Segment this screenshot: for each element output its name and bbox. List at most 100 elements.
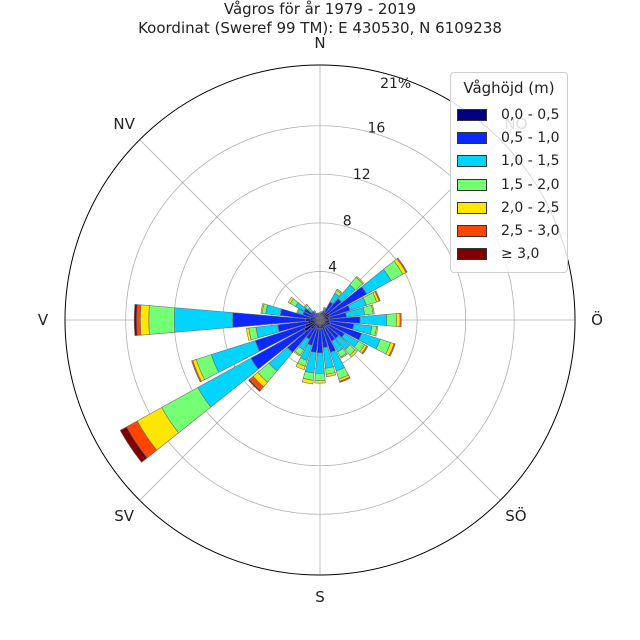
bar-segment (340, 352, 348, 359)
legend-item: 0,5 - 1,0 (457, 126, 561, 149)
bar-segment (293, 350, 302, 357)
legend-swatch (457, 178, 487, 191)
bar-segment (374, 290, 381, 302)
bar-segment (349, 349, 358, 358)
bar-segment (339, 376, 351, 383)
legend-label: ≥ 3,0 (501, 246, 540, 263)
bar-segment (359, 314, 388, 326)
bar-segment (296, 308, 300, 314)
legend: Våghöjd (m) 0,0 - 0,5 0,5 - 1,0 1,0 - 1,5 1… (450, 72, 568, 274)
legend-label: 0,0 - 0,5 (501, 106, 560, 123)
legend-label: 1,5 - 2,0 (501, 176, 560, 193)
sector-90 (319, 312, 402, 328)
sector-247.5 (191, 319, 321, 383)
direction-label: V (38, 311, 49, 329)
legend-swatch (457, 248, 487, 261)
bar-segment (173, 307, 234, 333)
bar-segment (314, 372, 326, 382)
legend-item: 1,0 - 1,5 (457, 150, 561, 173)
radial-tick-label: 8 (343, 213, 352, 229)
radial-tick-label: 12 (353, 167, 371, 183)
bar-segment (388, 343, 396, 357)
wave-rose-bars (119, 257, 408, 463)
direction-label: Ö (591, 310, 603, 329)
radial-tick-label: 16 (368, 121, 386, 137)
sector-123.75 (319, 319, 369, 355)
legend-item: 2,0 - 2,5 (457, 196, 561, 219)
bar-segment (295, 362, 306, 371)
sector-45 (319, 275, 365, 321)
sector-236.25 (119, 319, 321, 463)
bar-segment (386, 313, 397, 327)
bar-segment (133, 304, 138, 336)
bar-segment (336, 288, 343, 294)
legend-label: 2,0 - 2,5 (501, 199, 560, 216)
legend-item: ≥ 3,0 (457, 243, 561, 266)
grid-spoke (139, 139, 321, 321)
legend-swatch (457, 155, 487, 168)
sector-180 (314, 319, 326, 384)
bar-segment (355, 275, 365, 285)
bar-segment (315, 352, 325, 374)
legend-item: 1,5 - 2,0 (457, 173, 561, 196)
bar-segment (317, 312, 320, 315)
legend-title: Våghöjd (m) (463, 79, 555, 97)
sector-258.75 (246, 319, 321, 341)
bar-segment (395, 312, 401, 328)
sector-56.25 (319, 257, 408, 321)
direction-label: SÖ (505, 506, 526, 525)
bar-segment (314, 380, 326, 384)
bar-segment (136, 304, 142, 336)
bar-segment (287, 296, 294, 304)
sector-135 (319, 319, 358, 358)
sector-270 (133, 304, 321, 336)
legend-item: 0,0 - 0,5 (457, 103, 561, 126)
bar-segment (370, 304, 375, 315)
direction-label: NV (113, 115, 135, 133)
sector-33.75 (319, 288, 343, 321)
legend-items: 0,0 - 0,5 0,5 - 1,0 1,0 - 1,5 1,5 - 2,0 2,0 … (457, 103, 561, 266)
sector-168.75 (319, 319, 337, 378)
chart-subtitle: Koordinat (Sweref 99 TM): E 430530, N 61… (138, 19, 502, 37)
sector-78.75 (319, 304, 375, 321)
bar-segment (301, 377, 314, 385)
legend-label: 0,5 - 1,0 (501, 129, 560, 146)
sector-101.25 (319, 319, 379, 337)
legend-label: 1,0 - 1,5 (501, 153, 560, 170)
radial-tick-labels: 4 8 12 16 21% (328, 76, 411, 276)
outer-ring (64, 64, 576, 576)
sector-281.25 (260, 303, 321, 321)
chart-title: Vågros för år 1979 - 2019 (223, 0, 417, 18)
legend-swatch (457, 201, 487, 214)
bar-segment (148, 305, 176, 335)
bar-segment (119, 426, 148, 463)
bar-segment (139, 304, 150, 336)
bar-segment (361, 345, 369, 355)
legend-swatch (457, 108, 487, 121)
bar-segment (248, 379, 261, 392)
legend-swatch (457, 131, 487, 144)
bar-segment (191, 360, 202, 383)
bar-segment (325, 372, 337, 378)
sector-225 (248, 319, 321, 392)
bar-segment (265, 304, 282, 316)
bar-segment (374, 326, 379, 337)
bar-segment (303, 303, 308, 308)
sector-67.5 (319, 290, 381, 321)
radial-max-label: 21% (380, 76, 411, 92)
sector-202.5 (295, 319, 321, 371)
legend-item: 2,5 - 3,0 (457, 219, 561, 242)
direction-label: S (315, 588, 325, 606)
bar-segment (399, 312, 402, 328)
bar-segment (246, 327, 252, 341)
sector-348.75 (317, 312, 321, 321)
bar-segment (260, 303, 265, 314)
direction-label: SV (114, 507, 135, 525)
legend-label: 2,5 - 3,0 (501, 223, 560, 240)
radial-tick-label: 4 (328, 260, 337, 276)
bar-segment (312, 310, 316, 313)
sector-146.25 (319, 319, 348, 359)
legend-swatch (457, 225, 487, 238)
bar-segment (396, 257, 408, 273)
